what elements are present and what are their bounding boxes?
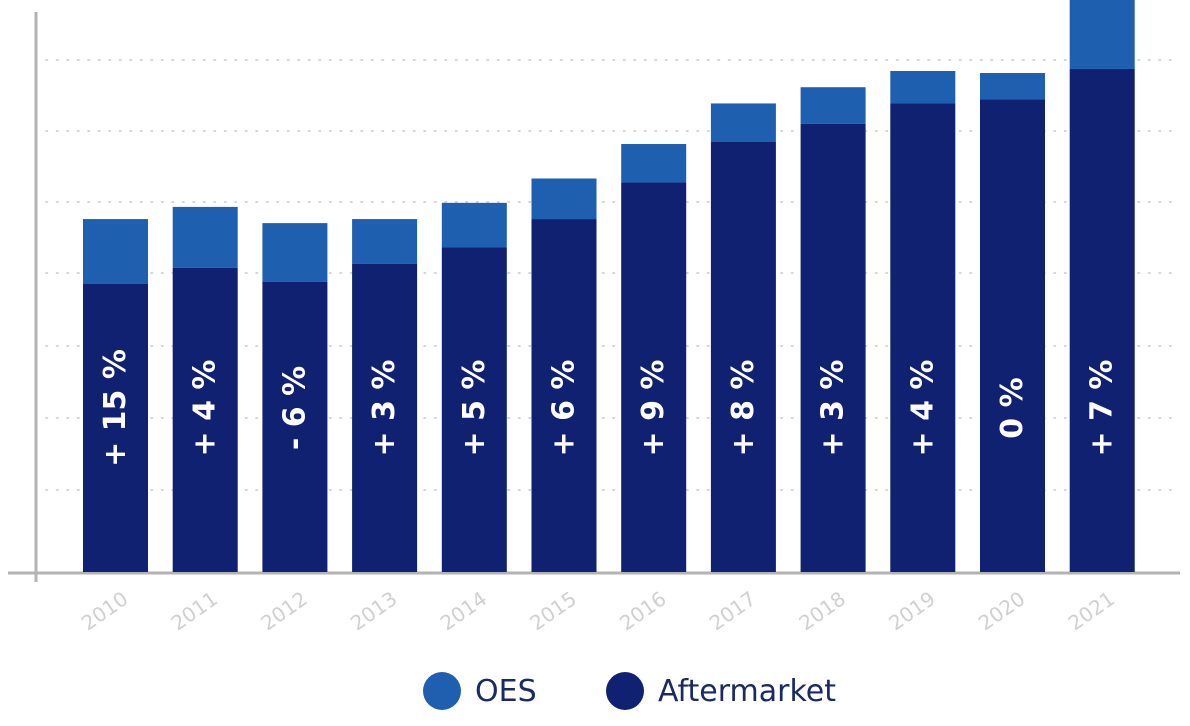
bar-labels: + 15 % + 4 % - 6 % + 3 % + 5 % + 6 % + 9 % + 8 … [98, 349, 1120, 467]
axes [8, 12, 1180, 582]
bar-label-2021: + 7 % [1085, 360, 1120, 457]
bar-aftermarket-2012 [262, 281, 328, 572]
bar-aftermarket-2021 [1069, 68, 1135, 572]
bar-label-2017: + 8 % [726, 360, 761, 457]
x-tick-2021: 2021 [1064, 586, 1119, 635]
x-tick-2011: 2011 [167, 586, 222, 635]
legend: OES Aftermarket [0, 672, 1190, 726]
legend-label-aftermarket: Aftermarket [658, 673, 836, 709]
legend-item-oes[interactable]: OES [423, 672, 537, 710]
x-tick-2010: 2010 [77, 586, 132, 635]
bar-label-2012: - 6 % [277, 366, 312, 450]
legend-swatch-oes [423, 672, 461, 710]
x-tick-labels: 2010 2011 2012 2013 2014 2015 2016 2017 2018 2019… [77, 586, 1119, 635]
bar-oes-2013 [352, 219, 418, 264]
x-tick-2012: 2012 [256, 586, 311, 635]
bar-aftermarket-2018 [800, 123, 866, 572]
bar-aftermarket-2020 [980, 99, 1045, 572]
bar-label-2018: + 3 % [816, 360, 851, 457]
x-tick-2015: 2015 [525, 586, 580, 635]
x-tick-2017: 2017 [705, 586, 760, 635]
bar-oes-2011 [172, 206, 238, 268]
bar-oes-2021 [1069, 0, 1135, 69]
bar-oes-2012 [262, 223, 328, 282]
bar-aftermarket-2019 [890, 103, 956, 572]
bar-label-2020: 0 % [995, 377, 1030, 438]
bar-oes-2014 [441, 202, 507, 248]
bar-oes-2010 [83, 219, 148, 284]
bar-oes-2017 [710, 103, 776, 142]
legend-label-oes: OES [475, 673, 537, 709]
bar-label-2014: + 5 % [457, 360, 492, 457]
bar-oes-2020 [980, 73, 1045, 100]
bar-label-2013: + 3 % [367, 360, 402, 457]
bar-aftermarket-2015 [531, 219, 597, 572]
bars [83, 0, 1135, 572]
x-tick-2013: 2013 [346, 586, 401, 635]
legend-swatch-aftermarket [606, 672, 644, 710]
x-tick-2019: 2019 [884, 586, 939, 635]
bar-label-2019: + 4 % [905, 360, 940, 457]
bar-oes-2016 [621, 144, 687, 183]
bar-label-2010: + 15 % [98, 349, 133, 467]
bar-aftermarket-2010 [83, 283, 148, 572]
bar-label-2011: + 4 % [188, 360, 223, 457]
bar-label-2015: + 6 % [547, 360, 582, 457]
bar-oes-2015 [531, 178, 597, 220]
bar-oes-2019 [890, 70, 956, 104]
bar-aftermarket-2011 [172, 267, 238, 572]
bar-aftermarket-2016 [621, 182, 687, 572]
bar-aftermarket-2017 [710, 141, 776, 572]
bar-oes-2018 [800, 87, 866, 124]
bar-aftermarket-2013 [352, 263, 418, 572]
legend-item-aftermarket[interactable]: Aftermarket [606, 672, 836, 710]
x-tick-2018: 2018 [795, 586, 850, 635]
bar-label-2016: + 9 % [636, 360, 671, 457]
x-tick-2014: 2014 [436, 586, 491, 635]
x-tick-2020: 2020 [974, 586, 1029, 635]
bar-aftermarket-2014 [441, 247, 507, 572]
x-tick-2016: 2016 [615, 586, 670, 635]
